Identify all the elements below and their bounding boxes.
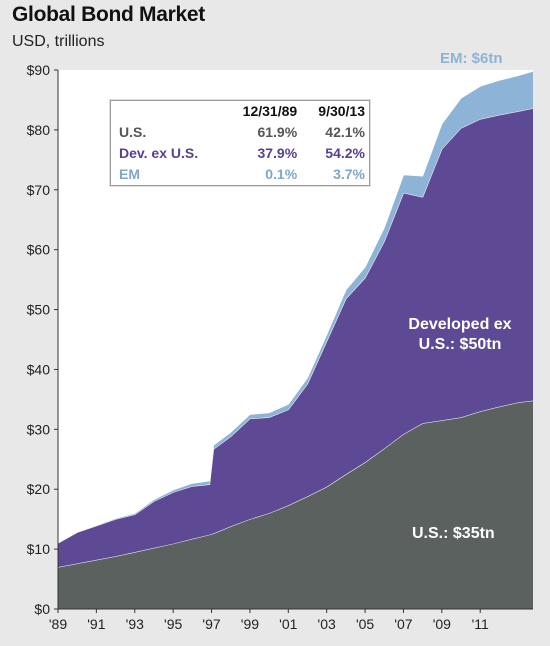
y-tick-label: $90 xyxy=(27,62,51,78)
em-annotation: EM: $6tn xyxy=(440,50,503,67)
table-row-us: U.S. 61.9% 42.1% xyxy=(111,122,370,143)
developed-annotation-line1: Developed ex xyxy=(408,316,512,333)
x-tick-label: '93 xyxy=(126,616,144,632)
developed-area xyxy=(58,108,533,568)
y-tick-label: $0 xyxy=(34,601,50,617)
y-tick-label: $30 xyxy=(27,421,51,437)
chart-title: Global Bond Market xyxy=(12,3,205,26)
x-tick-label: '99 xyxy=(241,616,259,632)
x-tick-label: '01 xyxy=(279,616,297,632)
x-tick-label: '91 xyxy=(87,616,105,632)
table-header-2013: 9/30/13 xyxy=(318,103,365,119)
table-row-label: EM xyxy=(119,166,140,182)
developed-annotation-line2: U.S.: $50tn xyxy=(418,336,502,353)
em-area-edge xyxy=(57,70,534,544)
table-header-1989: 12/31/89 xyxy=(242,103,298,119)
table-cell: 61.9% xyxy=(257,124,298,140)
y-tick-label: $20 xyxy=(27,481,51,497)
x-tick-label: '89 xyxy=(49,616,67,632)
x-tick-label: '03 xyxy=(318,616,336,632)
us-area xyxy=(58,400,533,609)
table-row-label: Dev. ex U.S. xyxy=(119,145,199,161)
table-row-label: U.S. xyxy=(119,124,147,140)
table-cell: 0.1% xyxy=(265,166,298,182)
developed-annotation: Developed ex U.S.: $50tn xyxy=(395,315,525,355)
y-tick-label: $80 xyxy=(27,122,51,138)
table-cell: 3.7% xyxy=(333,166,365,182)
x-tick-label: '09 xyxy=(433,616,451,632)
table-header-blank xyxy=(111,101,224,123)
share-table: 12/31/89 9/30/13 U.S. 61.9% 42.1% Dev. e… xyxy=(110,100,370,186)
table-cell: 42.1% xyxy=(325,124,365,140)
table-cell: 37.9% xyxy=(257,145,298,161)
chart-subtitle: USD, trillions xyxy=(12,33,105,50)
y-tick-label: $70 xyxy=(27,182,51,198)
em-area xyxy=(58,71,533,544)
x-tick-label: '07 xyxy=(394,616,412,632)
y-tick-label: $50 xyxy=(27,302,51,318)
y-tick-label: $10 xyxy=(27,541,51,557)
us-annotation: U.S.: $35tn xyxy=(412,525,495,542)
x-tick-label: '11 xyxy=(472,616,489,632)
table-row-em: EM 0.1% 3.7% xyxy=(111,164,370,186)
x-tick-label: '97 xyxy=(202,616,220,632)
table-header-row: 12/31/89 9/30/13 xyxy=(111,101,370,123)
y-tick-label: $40 xyxy=(27,361,51,377)
x-tick-label: '95 xyxy=(164,616,182,632)
x-tick-label: '05 xyxy=(356,616,374,632)
table-cell: 54.2% xyxy=(325,145,365,161)
table-row-dev: Dev. ex U.S. 37.9% 54.2% xyxy=(111,143,370,164)
y-tick-label: $60 xyxy=(27,242,51,258)
